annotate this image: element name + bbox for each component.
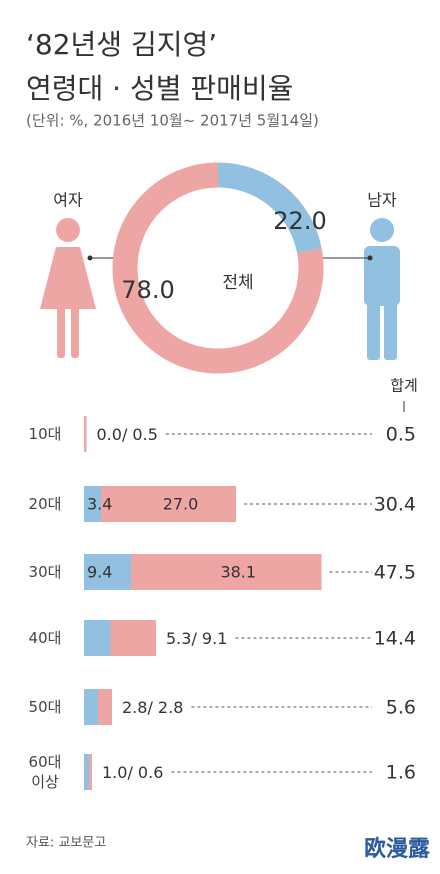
value-label: 38.1 — [220, 563, 256, 582]
bar-segment — [89, 754, 92, 790]
bar-segment — [84, 689, 98, 725]
total-label: 14.4 — [374, 628, 416, 650]
label-separator: / — [122, 425, 128, 444]
slice-label: 78.0 — [121, 276, 174, 304]
bar-segment — [98, 689, 112, 725]
legend-label: 남자 — [367, 191, 397, 210]
value-label: 1.0/ 0.6 — [102, 763, 163, 782]
category-label: 30대 — [28, 563, 62, 581]
category-label: 50대 — [28, 698, 62, 716]
bar-segment — [110, 620, 156, 656]
value-label-male: 5.3 — [166, 629, 191, 648]
total-label: 5.6 — [386, 697, 416, 719]
category-label: 60대 이상 — [28, 753, 62, 791]
legend-label: 여자 — [53, 191, 83, 210]
value-label-female: 0.6 — [133, 763, 164, 782]
bar-segment — [101, 486, 236, 522]
subtitle: (단위: %, 2016년 10월~ 2017년 5월14일) — [26, 112, 319, 130]
donut-slice — [217, 162, 322, 254]
value-label: 5.3/ 9.1 — [166, 629, 227, 648]
connector-dot — [367, 255, 373, 261]
value-label-female: 9.1 — [197, 629, 228, 648]
label-separator: / — [147, 698, 153, 717]
total-label: 1.6 — [386, 762, 416, 784]
watermark: 欧漫露 — [364, 836, 431, 862]
total-label: 30.4 — [374, 494, 416, 516]
category-label: 10대 — [28, 425, 62, 443]
value-label: 0.0/ 0.5 — [97, 425, 158, 444]
connector-dot — [87, 255, 93, 261]
value-label-male: 2.8 — [122, 698, 147, 717]
value-label: 27.0 — [163, 495, 199, 514]
value-label-male: 1.0 — [102, 763, 127, 782]
value-label: 3.4 — [87, 495, 112, 514]
bar-segment — [131, 554, 322, 590]
category-label: 20대 — [28, 495, 62, 513]
bar-segment — [84, 620, 111, 656]
total-label: 0.5 — [386, 424, 416, 446]
bar-segment — [84, 486, 101, 522]
center-label: 전체 — [222, 273, 253, 293]
value-label-male: 0.0 — [97, 425, 122, 444]
man-icon — [364, 218, 400, 360]
label-separator: / — [191, 629, 197, 648]
slice-label: 22.0 — [273, 207, 326, 235]
bar-segment — [84, 554, 131, 590]
bar-segment — [84, 754, 89, 790]
label-separator: / — [127, 763, 133, 782]
value-label-female: 0.5 — [127, 425, 158, 444]
total-label: 47.5 — [374, 562, 416, 584]
title-line: 연령대 · 성별 판매비율 — [26, 72, 293, 105]
value-label: 9.4 — [87, 563, 112, 582]
totals-header: 합계 — [390, 377, 418, 395]
value-label-female: 2.8 — [153, 698, 184, 717]
woman-icon — [40, 218, 96, 358]
value-label: 2.8/ 2.8 — [122, 698, 183, 717]
donut-slice — [112, 162, 324, 374]
bar-segment — [84, 416, 87, 452]
source: 자료: 교보문고 — [26, 836, 106, 851]
title-line: ‘82년생 김지영’ — [26, 28, 217, 61]
category-label: 40대 — [28, 629, 62, 647]
